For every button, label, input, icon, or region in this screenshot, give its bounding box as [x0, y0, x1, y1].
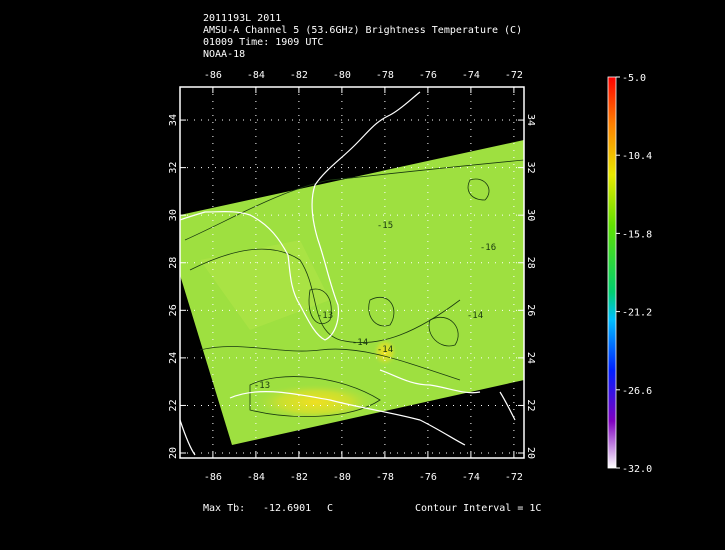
coast: [499, 391, 516, 421]
warm-area: [373, 338, 397, 366]
y-tick-label: 26: [168, 304, 179, 316]
y-tick-label: 32: [168, 162, 179, 174]
y-tick-label: 20: [525, 447, 536, 459]
header-line: 01009 Time: 1909 UTC: [203, 37, 323, 48]
y-tick-label: 28: [525, 257, 536, 269]
y-tick-label: 34: [525, 114, 536, 126]
header-line: AMSU-A Channel 5 (53.6GHz) Brightness Te…: [203, 25, 522, 36]
x-tick-label: -82: [290, 70, 308, 81]
x-tick-label: -86: [204, 472, 222, 483]
map: -15 -16 -14 -13 -14 -14 -13: [179, 86, 525, 459]
x-tick-label: -84: [247, 472, 265, 483]
x-tick-label: -76: [419, 472, 437, 483]
y-tick-label: 20: [168, 447, 179, 459]
contour-label: -13: [254, 381, 270, 391]
coastline: [179, 91, 516, 456]
coast: [229, 390, 466, 446]
colorbar-tick-label: -26.6: [622, 386, 652, 397]
colorbar-tick-label: -10.4: [622, 151, 652, 162]
contour-label: -14: [467, 311, 483, 321]
swath: [180, 140, 524, 445]
map-frame: [179, 86, 525, 459]
x-tick-label: -86: [204, 70, 222, 81]
max-tb-label: Max Tb:: [203, 503, 245, 514]
x-tick-label: -74: [462, 472, 480, 483]
contour-label: -13: [317, 311, 333, 321]
contour-label: -14: [377, 345, 393, 355]
contours: [184, 159, 525, 417]
y-tick-label: 32: [525, 162, 536, 174]
x-tick-label: -76: [419, 70, 437, 81]
colorbar-tick-label: -21.2: [622, 308, 652, 319]
contour: [368, 297, 395, 327]
x-tick-label: -78: [376, 70, 394, 81]
y-tick-label: 28: [168, 257, 179, 269]
y-tick-label: 26: [525, 304, 536, 316]
contour: [467, 178, 490, 201]
x-tick-label: -74: [462, 70, 480, 81]
x-tick-label: -72: [505, 472, 523, 483]
colorbar-tick-label: -15.8: [622, 229, 652, 240]
contour-label: -14: [352, 338, 368, 348]
header-line: 2011193L 2011: [203, 13, 281, 24]
swath-shade: [200, 240, 330, 330]
colorbar-ramp: [607, 76, 617, 469]
y-tick-label: 30: [525, 209, 536, 221]
coast: [179, 91, 421, 341]
colorbar-tick-label: -5.0: [622, 73, 646, 84]
contour-label: -15: [377, 221, 393, 231]
footer: Max Tb: -12.6901 C Contour Interval = 1C: [203, 503, 541, 514]
y-tick-label: 22: [168, 399, 179, 411]
contour-label: -16: [480, 243, 496, 253]
max-tb: -12.6901: [263, 503, 311, 514]
colorbar: [607, 76, 617, 469]
x-tick-label: -80: [333, 70, 351, 81]
header: 2011193L 2011 AMSU-A Channel 5 (53.6GHz)…: [203, 13, 522, 60]
x-tick-label: -82: [290, 472, 308, 483]
coast: [379, 369, 481, 394]
colorbar-tick-label: -32.0: [622, 464, 652, 475]
contour-interval: Contour Interval = 1C: [415, 503, 541, 514]
y-tick-label: 24: [525, 352, 536, 364]
coast: [179, 419, 196, 456]
contour: [199, 346, 461, 381]
contour: [189, 248, 461, 343]
y-tick-label: 22: [525, 399, 536, 411]
contour: [249, 376, 381, 417]
x-tick-label: -72: [505, 70, 523, 81]
max-tb-unit: C: [327, 503, 333, 514]
x-tick-label: -80: [333, 472, 351, 483]
contour: [428, 316, 459, 347]
contour: [308, 288, 332, 325]
y-tick-label: 24: [168, 352, 179, 364]
y-tick-label: 30: [168, 209, 179, 221]
y-tick-label: 34: [168, 114, 179, 126]
x-tick-label: -84: [247, 70, 265, 81]
x-tick-label: -78: [376, 472, 394, 483]
header-line: NOAA-18: [203, 49, 245, 60]
